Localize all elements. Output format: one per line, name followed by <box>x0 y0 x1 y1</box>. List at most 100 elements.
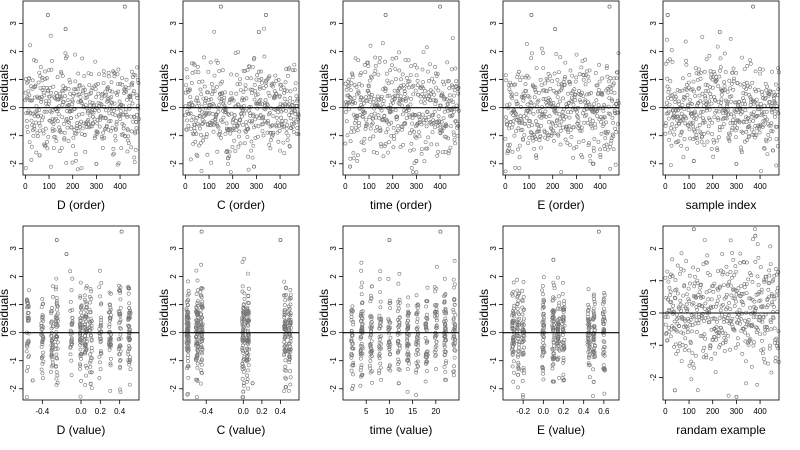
data-point <box>517 342 521 347</box>
outlier-point <box>383 13 388 17</box>
data-point <box>426 90 431 95</box>
data-point <box>185 392 190 397</box>
data-point <box>381 154 386 159</box>
data-point <box>282 340 287 345</box>
data-point <box>108 302 112 307</box>
data-point <box>51 344 55 349</box>
data-point <box>582 108 587 112</box>
data-point <box>388 306 393 311</box>
data-point <box>183 90 188 95</box>
data-point <box>557 294 561 299</box>
data-point <box>766 132 771 137</box>
outlier-point <box>45 13 50 17</box>
data-point <box>773 115 777 119</box>
data-point <box>692 129 697 134</box>
data-point <box>55 311 60 316</box>
data-point <box>503 73 508 78</box>
data-point <box>242 312 247 316</box>
data-point <box>387 93 392 98</box>
data-point <box>24 349 29 354</box>
y-tick-label: -2 <box>329 160 338 168</box>
data-point <box>135 65 140 70</box>
data-point <box>62 137 67 142</box>
data-point <box>232 138 237 143</box>
data-point <box>703 316 708 321</box>
data-point <box>249 139 254 144</box>
data-point <box>734 269 739 274</box>
data-point <box>84 286 89 290</box>
plot-frame <box>502 225 620 401</box>
data-point <box>352 96 357 101</box>
data-point <box>587 324 592 329</box>
data-point <box>117 288 121 293</box>
data-point <box>186 340 191 345</box>
data-point <box>45 76 49 81</box>
data-point <box>372 111 377 116</box>
data-point <box>576 119 581 124</box>
data-point <box>521 308 526 313</box>
outlier-point <box>387 238 392 242</box>
outlier-point <box>54 238 59 242</box>
data-point <box>246 323 251 328</box>
data-point <box>567 124 572 129</box>
data-point <box>606 147 610 152</box>
data-point <box>685 326 690 331</box>
data-point <box>102 73 107 78</box>
data-point <box>551 315 555 320</box>
data-point <box>65 125 70 130</box>
data-point <box>392 137 397 142</box>
data-point <box>293 120 298 125</box>
data-point <box>426 115 431 120</box>
data-point <box>246 363 251 368</box>
data-point <box>41 359 46 364</box>
data-point <box>240 361 245 366</box>
data-point <box>217 131 222 136</box>
data-point <box>251 114 256 118</box>
data-point <box>733 100 737 105</box>
data-point <box>399 127 404 132</box>
data-point <box>510 149 515 154</box>
data-point <box>415 325 420 330</box>
data-point <box>715 148 720 153</box>
data-point <box>79 99 84 104</box>
data-point <box>54 138 59 143</box>
data-point <box>692 89 696 94</box>
data-point <box>388 335 393 340</box>
data-point <box>359 335 364 340</box>
data-point <box>452 324 457 329</box>
data-point <box>694 113 699 118</box>
data-point <box>705 260 709 265</box>
data-point <box>556 322 561 327</box>
data-point <box>772 96 776 101</box>
data-point <box>774 137 779 142</box>
data-point <box>245 135 250 139</box>
data-point <box>722 349 727 353</box>
outlier-point <box>30 378 35 383</box>
data-point <box>723 331 728 336</box>
data-point <box>592 324 597 329</box>
plot-frame <box>342 225 460 401</box>
data-point <box>39 97 44 102</box>
data-point <box>126 284 131 289</box>
data-point <box>369 112 374 117</box>
data-point <box>351 100 356 105</box>
y-tick-label: 0 <box>489 330 498 335</box>
data-point <box>132 115 137 120</box>
data-point <box>288 96 293 100</box>
data-point <box>681 95 686 99</box>
data-point <box>260 122 265 127</box>
data-point <box>396 350 400 355</box>
data-point <box>711 137 716 142</box>
data-point <box>551 355 556 360</box>
data-point <box>271 114 276 119</box>
data-point <box>587 375 592 380</box>
data-point <box>351 372 356 377</box>
data-point <box>88 320 93 325</box>
data-point <box>245 300 250 305</box>
data-point <box>368 345 373 350</box>
data-point <box>344 100 349 105</box>
data-point <box>723 70 728 74</box>
data-point <box>570 95 574 100</box>
data-point <box>548 98 552 102</box>
data-point <box>664 100 669 105</box>
